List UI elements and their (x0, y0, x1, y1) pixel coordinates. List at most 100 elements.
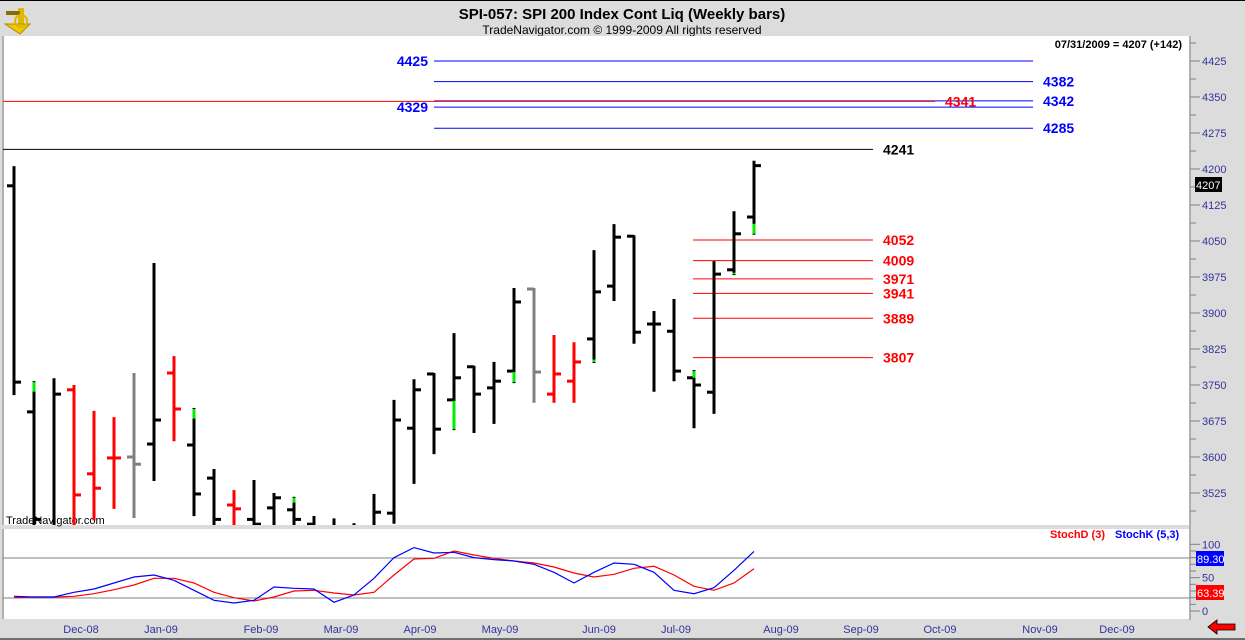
ohlc-bar (747, 160, 761, 235)
price-tick-label: 4275 (1202, 128, 1226, 140)
date-tick-label: Dec-08 (63, 624, 98, 636)
price-tick-label: 4350 (1202, 92, 1226, 104)
stoch-tick-label: 0 (1202, 606, 1208, 618)
ohlc-bar (7, 166, 21, 396)
ohlc-bar (727, 211, 741, 276)
ohlc-bar (707, 261, 721, 414)
date-tick-label: Jan-09 (144, 624, 178, 636)
level-label-3807: 3807 (883, 350, 914, 366)
stochk-value-tag: 89.30 (1196, 551, 1225, 566)
ohlc-bar (587, 250, 601, 363)
ohlc-bar (387, 399, 401, 524)
date-tick-label: Oct-09 (923, 624, 956, 636)
date-tick-label: Jul-09 (661, 624, 691, 636)
ohlc-bar (307, 516, 316, 525)
price-tick-label: 3750 (1202, 380, 1226, 392)
stoch-tick-label: 50 (1202, 573, 1214, 585)
ohlc-bar (167, 356, 181, 442)
date-tick-label: Sep-09 (843, 624, 878, 636)
ohlc-bar (547, 335, 561, 403)
ohlc-bar (407, 379, 421, 484)
chart-title: SPI-057: SPI 200 Index Cont Liq (Weekly … (459, 6, 786, 23)
series-line-stochd (13, 550, 755, 602)
ohlc-bar (527, 287, 541, 403)
ohlc-bar (687, 370, 701, 429)
ohlc-bar (27, 381, 41, 525)
stoch-lines (13, 546, 755, 604)
ohlc-bar (372, 493, 381, 525)
ohlc-bar (227, 490, 241, 525)
stoch-panel (3, 529, 1190, 619)
price-tick-label: 3525 (1202, 488, 1226, 500)
ohlc-bar (447, 333, 461, 431)
date-tick-label: Nov-09 (1022, 624, 1057, 636)
ohlc-bar (247, 480, 261, 525)
ohlc-bar (287, 496, 301, 525)
price-axis: 4425 4350 4275 4200 4125 4050 3975 3900 3825 3750… (1190, 42, 1226, 512)
level-label-3889: 3889 (883, 310, 914, 326)
level-label-4342: 4342 (1043, 93, 1074, 109)
sextant-icon (3, 8, 32, 35)
price-tick-label: 4200 (1202, 164, 1226, 176)
date-tick-label: Apr-09 (403, 624, 436, 636)
ohlc-bar (627, 234, 641, 344)
ohlc-bar (647, 311, 661, 392)
stoch-axis: 100 50 0 (1190, 539, 1220, 618)
ohlc-bar (427, 372, 441, 455)
ohlc-bar (147, 263, 161, 482)
price-tick-label: 3975 (1202, 272, 1226, 284)
ohlc-bar (267, 492, 281, 525)
ohlc-bar (107, 417, 121, 509)
price-bars (7, 160, 761, 525)
last-price-tag: 4207 (1195, 177, 1222, 192)
price-tick-label: 4050 (1202, 236, 1226, 248)
date-tick-label: Aug-09 (763, 624, 798, 636)
price-tick-label: 4125 (1202, 200, 1226, 212)
ohlc-bar (507, 288, 521, 384)
level-label-4329: 4329 (397, 99, 428, 115)
price-tick-label: 3600 (1202, 452, 1226, 464)
ohlc-bar (52, 378, 61, 525)
ohlc-bar (607, 224, 621, 302)
last-quote-label: 07/31/2009 = 4207 (+142) (1055, 39, 1183, 51)
level-label-4285: 4285 (1043, 120, 1074, 136)
ohlc-bar (567, 342, 581, 403)
level-label-3971: 3971 (883, 271, 914, 287)
price-tick-label: 3900 (1202, 308, 1226, 320)
svg-text:4207: 4207 (1196, 180, 1220, 192)
ohlc-bar (67, 384, 81, 525)
ohlc-bar (487, 361, 501, 424)
date-tick-label: Jun-09 (582, 624, 616, 636)
date-tick-label: May-09 (482, 624, 519, 636)
level-label-4341: 4341 (945, 93, 976, 109)
ohlc-bar (127, 372, 141, 518)
ohlc-bar (187, 408, 201, 517)
ohlc-bar (87, 410, 101, 521)
level-label-4052: 4052 (883, 232, 914, 248)
legend-stochk: StochK (5,3) (1115, 529, 1180, 541)
ohlc-bar (667, 299, 681, 382)
ohlc-bar (207, 468, 221, 525)
level-label-4241: 4241 (883, 141, 914, 157)
chart-subtitle: TradeNavigator.com © 1999-2009 All right… (482, 23, 761, 37)
date-tick-label: Mar-09 (324, 624, 359, 636)
series-line-stochk (13, 546, 755, 604)
price-tick-label: 3825 (1202, 344, 1226, 356)
red-left-arrow-icon[interactable] (1207, 619, 1236, 635)
price-panel (3, 36, 1190, 525)
price-tick-label: 4425 (1202, 56, 1226, 68)
legend-stochd: StochD (3) (1050, 529, 1105, 541)
support-resistance-levels: 4425 4382 4342 4329 4285 4341 4241 4052 4009 3971… (3, 53, 1074, 366)
level-label-4382: 4382 (1043, 74, 1074, 90)
date-tick-label: Dec-09 (1099, 624, 1134, 636)
svg-text:63.39: 63.39 (1197, 588, 1225, 600)
level-label-4425: 4425 (397, 53, 428, 69)
ohlc-bar (467, 365, 481, 434)
level-label-3941: 3941 (883, 285, 914, 301)
date-tick-label: Feb-09 (244, 624, 279, 636)
stoch-tick-label: 100 (1202, 539, 1220, 551)
date-axis: Dec-08 Jan-09 Feb-09 Mar-09 Apr-09 May-09 Jun-… (63, 624, 1134, 636)
price-tick-label: 3675 (1202, 416, 1226, 428)
svg-text:89.30: 89.30 (1197, 554, 1225, 566)
